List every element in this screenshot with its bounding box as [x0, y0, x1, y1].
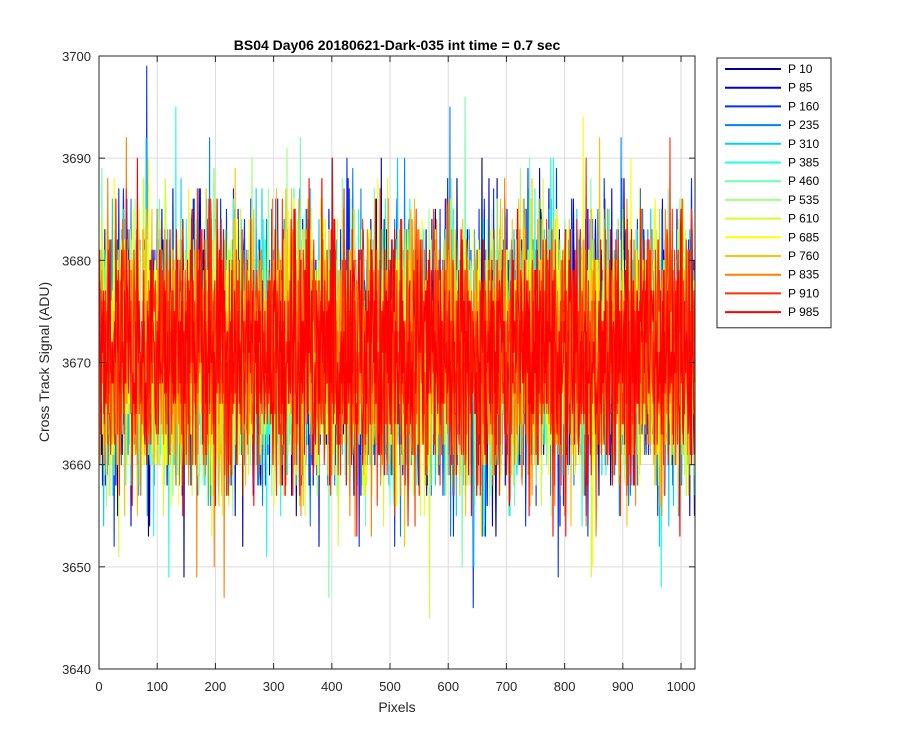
- x-tick-label: 700: [496, 679, 518, 694]
- legend-label: P 535: [788, 193, 819, 207]
- legend-label: P 310: [788, 137, 819, 151]
- x-tick-label: 300: [263, 679, 285, 694]
- x-tick-label: 100: [146, 679, 168, 694]
- x-tick-label: 500: [379, 679, 401, 694]
- x-tick-label: 0: [95, 679, 102, 694]
- y-tick-label: 3690: [62, 151, 91, 166]
- legend-label: P 835: [788, 268, 819, 282]
- x-tick-label: 200: [205, 679, 227, 694]
- x-tick-label: 400: [321, 679, 343, 694]
- legend-label: P 685: [788, 230, 819, 244]
- x-tick-label: 800: [554, 679, 576, 694]
- y-axis-label: Cross Track Signal (ADU): [36, 282, 52, 442]
- y-tick-label: 3670: [62, 356, 91, 371]
- x-axis-label: Pixels: [378, 699, 415, 715]
- x-axis: 0 100 200 300 400 500 600 700 800 900 1000: [95, 56, 695, 694]
- x-tick-label: 1000: [667, 679, 696, 694]
- legend-label: P 460: [788, 174, 819, 188]
- legend-label: P 610: [788, 212, 819, 226]
- y-tick-label: 3680: [62, 253, 91, 268]
- series-line-p-985: [99, 157, 695, 537]
- legend-label: P 385: [788, 156, 819, 170]
- legend-label: P 10: [788, 62, 813, 76]
- series-lines: [99, 65, 695, 619]
- legend-label: P 760: [788, 249, 819, 263]
- y-tick-label: 3700: [62, 49, 91, 64]
- legend: P 10 P 85 P 160 P 235 P 310 P 385 P 460 P 535 P …: [716, 57, 832, 329]
- legend-label: P 85: [788, 81, 813, 95]
- legend-box: [716, 57, 832, 329]
- y-axis: 3640 3650 3660 3670 3680 3690 3700: [62, 49, 695, 677]
- chart-title: BS04 Day06 20180621-Dark-035 int time = …: [234, 37, 561, 53]
- legend-label: P 910: [788, 286, 819, 300]
- x-tick-label: 600: [437, 679, 459, 694]
- y-tick-label: 3660: [62, 458, 91, 473]
- x-tick-label: 900: [612, 679, 634, 694]
- y-tick-label: 3650: [62, 560, 91, 575]
- legend-label: P 160: [788, 99, 819, 113]
- legend-label: P 985: [788, 305, 819, 319]
- legend-label: P 235: [788, 118, 819, 132]
- y-tick-label: 3640: [62, 662, 91, 677]
